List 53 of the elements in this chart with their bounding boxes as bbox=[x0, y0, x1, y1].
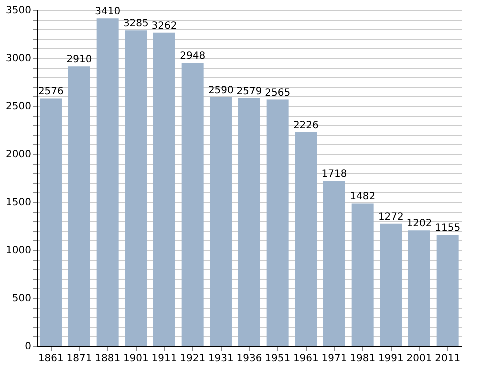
bar bbox=[295, 132, 318, 346]
bar bbox=[210, 97, 232, 346]
y-tick-label: 2000 bbox=[6, 150, 32, 160]
x-tick-label: 1881 bbox=[95, 354, 121, 364]
y-tick-label: 2500 bbox=[6, 102, 32, 112]
data-label: 2565 bbox=[265, 88, 291, 99]
x-tick-label: 1971 bbox=[322, 354, 348, 364]
x-tick-label: 1961 bbox=[293, 354, 319, 364]
data-label: 2576 bbox=[38, 86, 64, 98]
bar bbox=[266, 100, 289, 346]
x-tick-label: 1936 bbox=[236, 354, 262, 364]
data-label: 3410 bbox=[95, 6, 121, 18]
y-tick-label: 1000 bbox=[6, 246, 32, 256]
x-tick-label: 1861 bbox=[38, 354, 64, 364]
data-label: 3285 bbox=[123, 18, 149, 30]
bar bbox=[408, 230, 430, 346]
data-label: 2226 bbox=[293, 120, 319, 132]
bar bbox=[380, 224, 402, 346]
bar bbox=[324, 181, 346, 346]
x-tick-label: 1871 bbox=[66, 354, 92, 364]
x-tick-label: 2011 bbox=[435, 354, 461, 364]
bar bbox=[182, 62, 204, 346]
y-tick-label: 3000 bbox=[6, 54, 32, 64]
y-tick-label: 3500 bbox=[6, 6, 32, 16]
y-tick-label: 1500 bbox=[6, 198, 32, 208]
data-label: 2590 bbox=[208, 85, 234, 96]
data-label: 3262 bbox=[152, 20, 178, 32]
data-label: 1155 bbox=[435, 223, 461, 234]
bar bbox=[154, 32, 176, 346]
bar bbox=[96, 18, 119, 346]
x-tick-label: 1981 bbox=[350, 354, 376, 364]
bar bbox=[352, 204, 374, 346]
x-tick-label: 1991 bbox=[378, 354, 404, 364]
bar bbox=[125, 30, 148, 346]
bar bbox=[68, 66, 90, 346]
y-tick-label: 500 bbox=[12, 294, 32, 304]
x-tick-label: 1951 bbox=[265, 354, 291, 364]
bar bbox=[238, 98, 260, 346]
bar bbox=[436, 235, 459, 346]
data-label: 1482 bbox=[350, 192, 376, 203]
bar bbox=[40, 98, 62, 346]
x-tick-label: 1921 bbox=[180, 354, 206, 364]
x-tick-label: 1911 bbox=[152, 354, 178, 364]
data-label: 1272 bbox=[378, 212, 404, 223]
y-tick-label: 0 bbox=[25, 342, 32, 352]
data-label: 2910 bbox=[66, 54, 92, 66]
x-tick-label: 1931 bbox=[208, 354, 234, 364]
data-label: 2579 bbox=[236, 86, 262, 98]
data-label: 2948 bbox=[180, 50, 206, 62]
data-label: 1718 bbox=[322, 169, 348, 180]
x-tick-label: 2001 bbox=[406, 354, 432, 364]
data-label: 1202 bbox=[406, 218, 432, 230]
x-tick-label: 1901 bbox=[123, 354, 149, 364]
